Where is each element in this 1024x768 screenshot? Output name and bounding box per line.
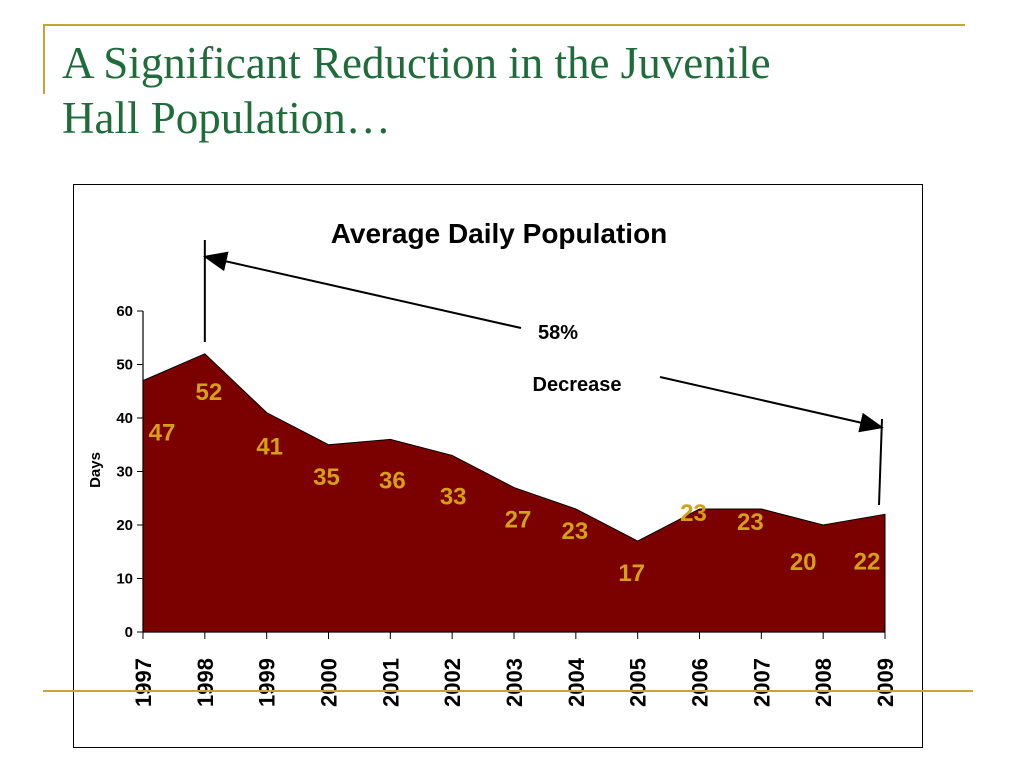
footer-rule xyxy=(43,690,973,692)
y-tick-label: 10 xyxy=(116,571,133,588)
arrow-to-2009 xyxy=(659,376,884,433)
data-label: 17 xyxy=(618,560,645,587)
marker-line-2009 xyxy=(878,418,883,506)
y-tick-label: 30 xyxy=(116,464,133,481)
data-label: 52 xyxy=(195,379,222,406)
x-tick-label: 2002 xyxy=(440,658,465,707)
annotation-percent: 58% xyxy=(538,322,578,344)
x-tick-label: 1997 xyxy=(131,658,156,707)
x-tick-label: 1999 xyxy=(255,658,280,707)
title-top-rule xyxy=(43,24,965,26)
x-tick-label: 2009 xyxy=(873,658,898,707)
x-tick-label: 2003 xyxy=(502,658,527,707)
data-label: 23 xyxy=(561,518,588,545)
data-label: 20 xyxy=(790,549,817,576)
data-label: 22 xyxy=(854,548,881,575)
slide-title-line-2: Hall Population… xyxy=(62,93,391,143)
arrow-to-1998 xyxy=(202,251,522,329)
data-label: 23 xyxy=(737,509,764,536)
chart-title: Average Daily Population xyxy=(331,218,668,249)
y-tick-label: 60 xyxy=(116,303,133,320)
data-label: 27 xyxy=(505,507,532,534)
slide-title-line-1: A Significant Reduction in the Juvenile xyxy=(62,38,771,88)
chart-frame: Average Daily Population Days 0 10 20 30 40 5… xyxy=(73,184,923,748)
data-label: 33 xyxy=(440,483,467,510)
y-tick-label: 40 xyxy=(116,410,133,427)
area-series xyxy=(142,353,886,633)
y-axis-label: Days xyxy=(87,452,104,488)
y-tick-label: 20 xyxy=(116,517,133,534)
x-tick-label: 2001 xyxy=(378,658,403,707)
data-label: 47 xyxy=(149,420,176,447)
x-tick-label: 2008 xyxy=(811,658,836,707)
x-tick-label: 1998 xyxy=(193,658,218,707)
y-tick-label: 50 xyxy=(116,357,133,374)
x-tick-label: 2006 xyxy=(688,658,713,707)
x-tick-label: 2004 xyxy=(564,657,589,707)
x-tick-label: 2000 xyxy=(317,658,342,707)
data-label: 36 xyxy=(379,467,406,494)
x-tick-label: 2007 xyxy=(749,658,774,707)
slide-title: A Significant Reduction in the Juvenile … xyxy=(62,36,962,146)
plot-area: 0 10 20 30 40 50 60 1997 1998 1999 2000 2001 2002 200… xyxy=(116,240,898,707)
data-label: 35 xyxy=(313,464,340,491)
annotation-decrease: Decrease xyxy=(533,374,622,396)
title-left-rule xyxy=(43,26,45,94)
data-label: 41 xyxy=(256,434,283,461)
x-tick-label: 2005 xyxy=(626,658,651,707)
y-tick-label: 0 xyxy=(125,624,133,641)
area-chart: Average Daily Population Days 0 10 20 30 40 5… xyxy=(87,218,898,707)
data-label: 23 xyxy=(680,500,707,527)
